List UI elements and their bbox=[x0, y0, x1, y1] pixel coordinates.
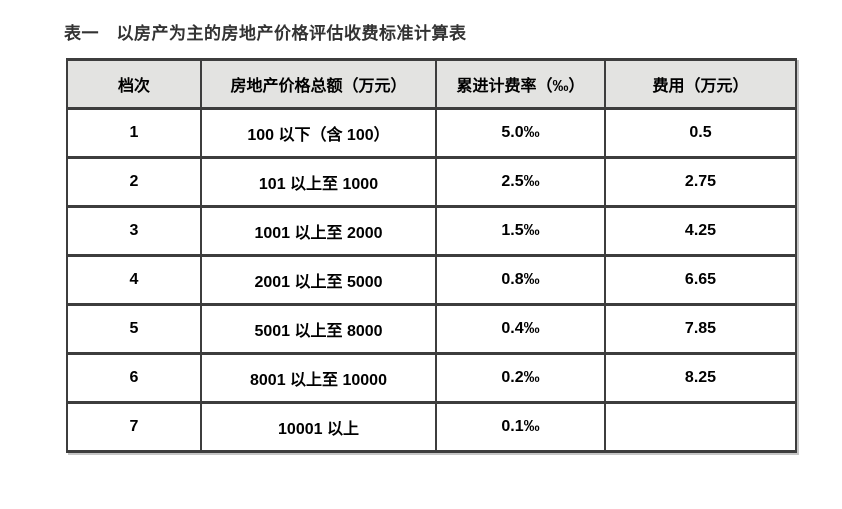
cell-price-range: 100 以下（含 100） bbox=[200, 107, 437, 159]
cell-grade: 5 bbox=[66, 303, 202, 355]
column-header-fee: 费用（万元） bbox=[604, 58, 797, 110]
cell-price-range: 101 以上至 1000 bbox=[200, 156, 437, 208]
column-header-grade: 档次 bbox=[66, 58, 202, 110]
cell-grade: 7 bbox=[66, 401, 202, 453]
cell-fee: 0.5 bbox=[604, 107, 797, 159]
table-row: 7 10001 以上 0.1‰ bbox=[66, 401, 797, 453]
cell-price-range: 10001 以上 bbox=[200, 401, 437, 453]
table-row: 1 100 以下（含 100） 5.0‰ 0.5 bbox=[66, 107, 797, 159]
cell-rate: 5.0‰ bbox=[435, 107, 606, 159]
cell-rate: 1.5‰ bbox=[435, 205, 606, 257]
table-row: 2 101 以上至 1000 2.5‰ 2.75 bbox=[66, 156, 797, 208]
cell-fee: 2.75 bbox=[604, 156, 797, 208]
cell-price-range: 1001 以上至 2000 bbox=[200, 205, 437, 257]
cell-rate: 0.8‰ bbox=[435, 254, 606, 306]
cell-fee bbox=[604, 401, 797, 453]
table-row: 6 8001 以上至 10000 0.2‰ 8.25 bbox=[66, 352, 797, 404]
cell-grade: 1 bbox=[66, 107, 202, 159]
table-row: 3 1001 以上至 2000 1.5‰ 4.25 bbox=[66, 205, 797, 257]
cell-rate: 0.1‰ bbox=[435, 401, 606, 453]
table-row: 5 5001 以上至 8000 0.4‰ 7.85 bbox=[66, 303, 797, 355]
cell-grade: 3 bbox=[66, 205, 202, 257]
cell-grade: 4 bbox=[66, 254, 202, 306]
cell-price-range: 2001 以上至 5000 bbox=[200, 254, 437, 306]
cell-grade: 2 bbox=[66, 156, 202, 208]
cell-rate: 0.2‰ bbox=[435, 352, 606, 404]
document-title: 表一 以房产为主的房地产价格评估收费标准计算表 bbox=[64, 24, 467, 43]
cell-price-range: 5001 以上至 8000 bbox=[200, 303, 437, 355]
cell-rate: 0.4‰ bbox=[435, 303, 606, 355]
fee-standard-table: 档次 房地产价格总额（万元） 累进计费率（‰） 费用（万元） 1 100 以下（… bbox=[66, 58, 797, 453]
table-row: 4 2001 以上至 5000 0.8‰ 6.65 bbox=[66, 254, 797, 306]
cell-grade: 6 bbox=[66, 352, 202, 404]
cell-fee: 8.25 bbox=[604, 352, 797, 404]
cell-price-range: 8001 以上至 10000 bbox=[200, 352, 437, 404]
table-header-row: 档次 房地产价格总额（万元） 累进计费率（‰） 费用（万元） bbox=[66, 58, 797, 110]
cell-fee: 4.25 bbox=[604, 205, 797, 257]
column-header-price-range: 房地产价格总额（万元） bbox=[200, 58, 437, 110]
column-header-rate: 累进计费率（‰） bbox=[435, 58, 606, 110]
cell-rate: 2.5‰ bbox=[435, 156, 606, 208]
cell-fee: 6.65 bbox=[604, 254, 797, 306]
cell-fee: 7.85 bbox=[604, 303, 797, 355]
